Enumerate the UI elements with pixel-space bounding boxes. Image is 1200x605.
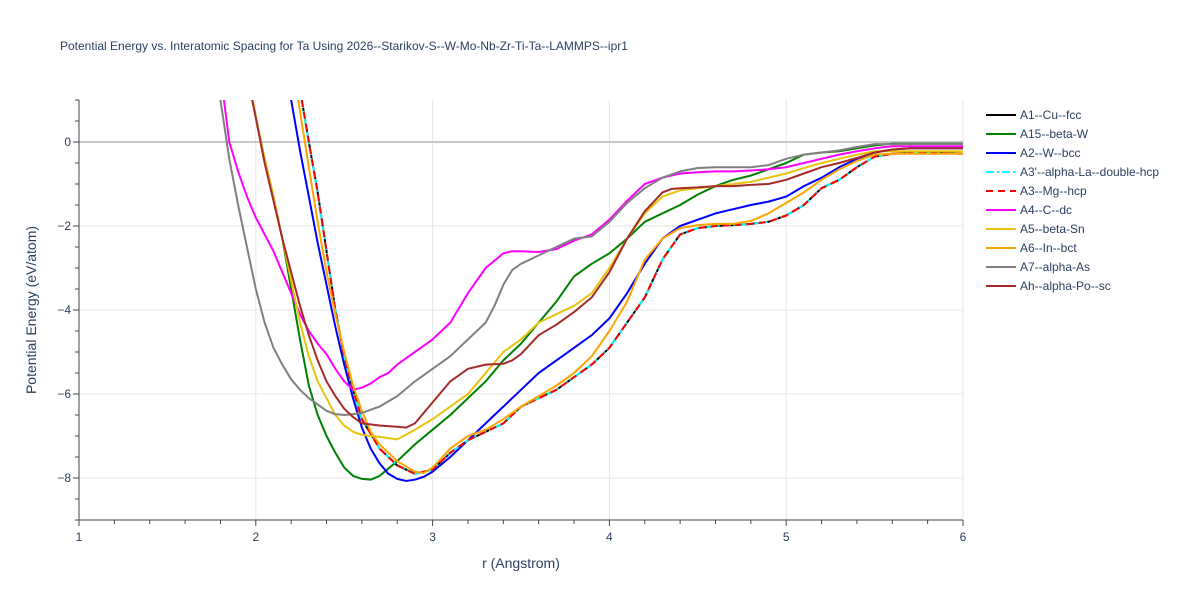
y-axis-label: Potential Energy (eV/atom) [23,226,39,394]
y-tick-label: −2 [57,219,71,233]
legend-item[interactable]: A3'--alpha-La--double-hcp [986,165,1159,179]
legend-item[interactable]: A2--W--bcc [986,146,1080,160]
legend-item[interactable]: Ah--alpha-Po--sc [986,279,1111,293]
legend-label: A3'--alpha-La--double-hcp [1020,165,1159,179]
x-tick-label: 4 [606,530,613,544]
legend-item[interactable]: A3--Mg--hcp [986,184,1087,198]
legend-item[interactable]: A7--alpha-As [986,260,1090,274]
y-tick-label: −8 [57,471,71,485]
legend-item[interactable]: A15--beta-W [986,127,1089,141]
series-line [297,100,963,474]
legend-label: Ah--alpha-Po--sc [1020,279,1111,293]
axes: 1 2 3 4 5 6 −8 −6 −4 −2 0 [57,99,967,544]
x-axis-label: r (Angstrom) [482,555,560,571]
series-line [290,100,963,482]
series-line [251,100,963,429]
y-tick-label: 0 [64,135,71,149]
y-tick-label: −6 [57,387,71,401]
legend-label: A5--beta-Sn [1020,222,1085,236]
legend-label: A3--Mg--hcp [1020,184,1087,198]
series-line [251,100,963,441]
legend-label: A1--Cu--fcc [1020,108,1081,122]
legend-label: A4--C--dc [1020,203,1072,217]
legend-label: A6--In--bct [1020,241,1077,255]
legend-label: A15--beta-W [1020,127,1089,141]
chart-title: Potential Energy vs. Interatomic Spacing… [60,39,628,53]
legend-label: A7--alpha-As [1020,260,1090,274]
x-tick-label: 3 [429,530,436,544]
legend-item[interactable]: A6--In--bct [986,241,1077,255]
grid-lines [79,100,964,520]
x-tick-label: 1 [76,530,83,544]
y-tick-label: −4 [57,303,71,317]
x-tick-label: 5 [783,530,790,544]
x-tick-label: 2 [252,530,259,544]
legend-item[interactable]: A1--Cu--fcc [986,108,1081,122]
series-lines [219,100,963,482]
legend: A1--Cu--fcc A15--beta-W A2--W--bcc A3'--alp… [986,108,1159,293]
legend-item[interactable]: A4--C--dc [986,203,1072,217]
series-line [300,100,963,475]
series-line [219,100,963,416]
legend-item[interactable]: A5--beta-Sn [986,222,1085,236]
series-line [251,100,963,481]
series-line [222,100,963,391]
legend-label: A2--W--bcc [1020,146,1080,160]
x-tick-label: 6 [960,530,967,544]
